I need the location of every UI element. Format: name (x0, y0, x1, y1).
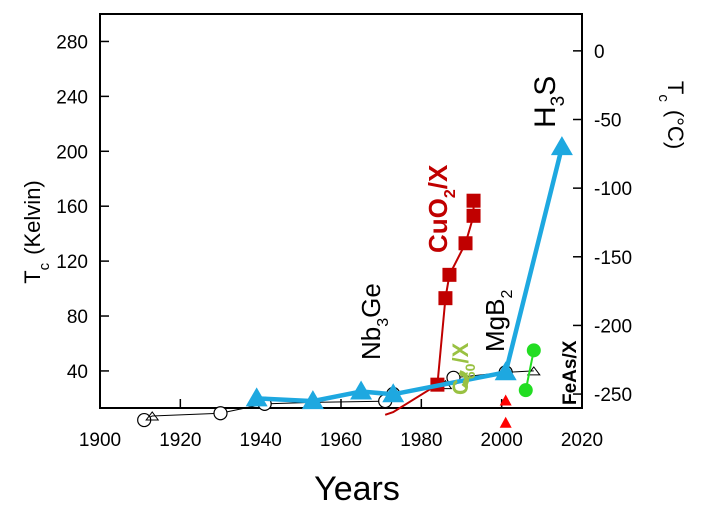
x-axis: 1900 1920 1940 1960 1980 2000 2020 (79, 399, 603, 451)
y2-tick-label: -100 (594, 179, 632, 200)
y2-axis-title-main: T (663, 81, 688, 94)
record-point (550, 136, 573, 156)
label-cuo2x-text: CuO2/X (423, 164, 459, 253)
label-c60x: C60/X (448, 342, 478, 395)
y2-tick-label: -250 (594, 385, 632, 406)
x-tick-label: 1960 (320, 430, 362, 451)
y-tick-label: 200 (56, 142, 88, 163)
y-tick-label: 280 (56, 32, 88, 53)
label-feasx: FeAs/X (560, 340, 581, 405)
x-axis-title: Years (314, 470, 400, 508)
y-axis-title-sub: c (36, 262, 53, 270)
label-mgb2-sub: 2 (499, 290, 516, 299)
iron-point (526, 343, 541, 358)
y2-tick-label: -200 (594, 316, 632, 337)
label-feasx-text: FeAs/X (560, 340, 581, 405)
svg-text:Tc(°C): Tc (°C) (655, 81, 688, 149)
label-cuo2x-tail: /X (423, 164, 453, 189)
label-nb3ge-main: Nb (356, 327, 386, 360)
label-c60x-main: C (448, 379, 473, 395)
cuprate-point (466, 208, 481, 223)
cuprate-point (458, 236, 473, 251)
label-mgb2: MgB2 (480, 290, 516, 352)
label-h3s-main: H (529, 106, 562, 128)
label-cuo2x-main: CuO (423, 198, 453, 253)
label-nb3ge-sub: 3 (375, 318, 392, 327)
heavy-fermion-point (499, 394, 512, 406)
record-point (245, 387, 268, 407)
x-tick-label: 1900 (79, 430, 121, 451)
y-axis-title-main: T (20, 270, 45, 283)
x-tick-label: 2020 (561, 430, 603, 451)
y2-axis-title-unit: (°C) (663, 110, 688, 149)
y-axis-title: Tc (Kelvin) (20, 180, 53, 284)
label-h3s-tail: S (529, 76, 562, 96)
label-h3s: H3S (529, 76, 569, 128)
label-c60x-tail: /X (448, 342, 473, 363)
record-point (301, 390, 324, 410)
y2-axis-title: Tc (°C) (655, 81, 688, 149)
record-line (256, 146, 565, 404)
label-nb3ge-text: Nb3Ge (356, 283, 392, 360)
heavy-fermion-point (499, 416, 512, 428)
label-nb3ge-tail: Ge (356, 283, 386, 318)
cuprate-point (442, 267, 457, 282)
data-marks (137, 136, 573, 428)
y-tick-label: 240 (56, 87, 88, 108)
y-tick-label: 120 (56, 252, 88, 273)
label-h3s-sub: 3 (548, 96, 569, 107)
y-axis-right: 0 -50 -100 -150 -200 -250 (573, 42, 632, 406)
conventional-point (213, 406, 228, 421)
cuprate-point (466, 193, 481, 208)
y-tick-label: 40 (67, 362, 88, 383)
y-tick-label: 80 (67, 307, 88, 328)
label-c60x-text: C60/X (448, 342, 478, 395)
label-cuo2x: CuO2/X (423, 164, 459, 253)
label-c60x-sub: 60 (462, 363, 478, 379)
y-axis-title-unit: (Kelvin) (20, 180, 45, 255)
y2-tick-label: -50 (594, 111, 621, 132)
label-mgb2-main: MgB (480, 299, 510, 352)
svg-text:Tc(Kelvin): Tc (Kelvin) (20, 180, 53, 284)
label-feasx-main: FeAs/X (560, 340, 581, 405)
x-tick-label: 1980 (400, 430, 442, 451)
label-h3s-text: H3S (529, 76, 569, 128)
x-tick-label: 1920 (159, 430, 201, 451)
y2-tick-label: -150 (594, 248, 632, 269)
label-nb3ge: Nb3Ge (356, 283, 392, 360)
record-point (382, 383, 405, 403)
x-tick-label: 1940 (240, 430, 282, 451)
fullerene-mark (458, 370, 470, 389)
y2-axis-title-sub: c (655, 94, 672, 102)
record-point (494, 361, 517, 381)
y-tick-label: 160 (56, 197, 88, 218)
cuprate-point (438, 291, 453, 306)
y-axis-left: 40 80 120 160 200 240 280 (56, 32, 109, 383)
x-tick-label: 2000 (481, 430, 523, 451)
y2-tick-label: 0 (594, 42, 605, 63)
record-point (350, 380, 373, 400)
conventional-point (526, 366, 541, 376)
conventional-point (145, 411, 160, 421)
iron-point (518, 383, 533, 398)
label-mgb2-text: MgB2 (480, 290, 516, 352)
label-cuo2x-sub: 2 (442, 189, 459, 198)
